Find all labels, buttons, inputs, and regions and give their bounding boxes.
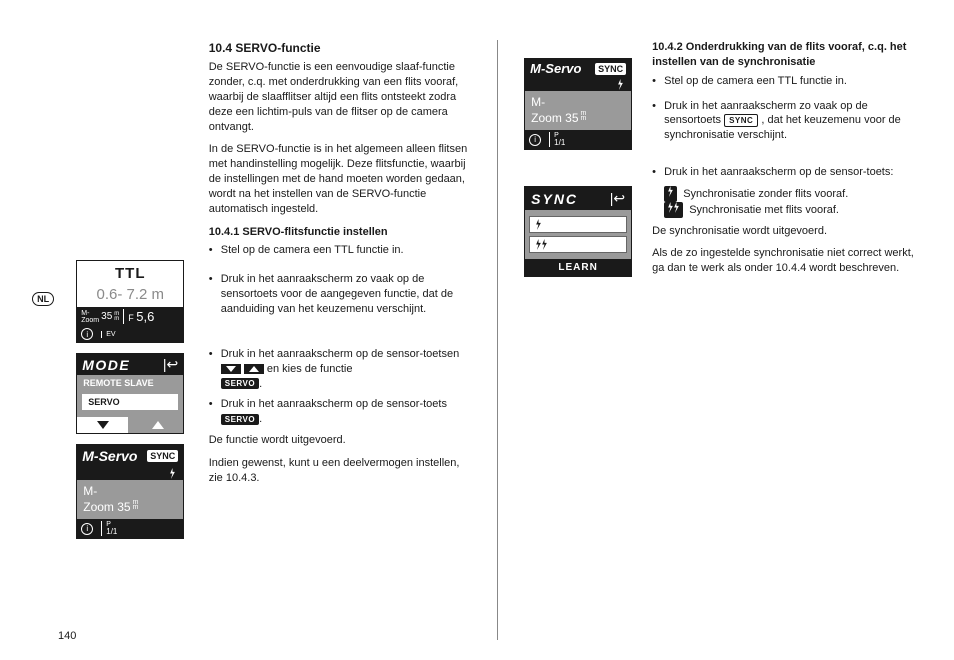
ttl-info-bar: M- Zoom 35 m m F 5,6 — [77, 307, 183, 326]
mservo-bolt-row — [525, 78, 631, 91]
up-arrow-icon — [244, 364, 264, 374]
lcd-display-mservo-right: M-Servo SYNC M- Zoom 35m m i P1/1 — [524, 58, 632, 150]
ttl-title: TTL — [77, 261, 183, 284]
section-heading: 10.4 SERVO-functie — [209, 40, 471, 56]
language-badge: NL — [32, 292, 54, 306]
sync-opt-single — [529, 216, 627, 233]
servo-label-icon: SERVO — [221, 414, 259, 426]
arrow-up-btn — [132, 417, 183, 433]
bolt-single-icon — [664, 186, 677, 202]
bullet: •Druk in het aanraakscherm zo vaak op de… — [652, 99, 924, 144]
mode-opt-remote: REMOTE SLAVE — [77, 375, 183, 391]
sync-opt-double — [529, 236, 627, 253]
sync-label-icon: SYNC — [724, 114, 758, 128]
para: De SERVO-functie is een eenvoudige slaaf… — [209, 60, 471, 134]
lcd-display-mservo-left: M-Servo SYNC M- Zoom 35m m i P1/1 — [76, 444, 184, 539]
ttl-bottom-bar: i EV — [77, 326, 183, 342]
lcd-display-mode: MODE |↩ REMOTE SLAVE SERVO — [76, 353, 184, 434]
ttl-range: 0.6- 7.2 m — [77, 284, 183, 307]
para: De synchronisatie wordt uitgevoerd. — [652, 224, 924, 239]
sync-title-row: SYNC |↩ — [525, 187, 631, 210]
back-icon: |↩ — [610, 190, 625, 207]
mode-opt-servo: SERVO — [81, 393, 179, 411]
para: Als de zo ingestelde synchronisatie niet… — [652, 246, 924, 276]
bullet: •Druk in het aanraakscherm op de sensor-… — [209, 397, 471, 427]
sync-options — [525, 210, 631, 259]
arrow-row — [77, 417, 183, 433]
bullet: •Druk in het aanraakscherm zo vaak op de… — [209, 272, 471, 317]
sync-options-list: Synchronisatie zonder flits vooraf. Sync… — [652, 186, 924, 218]
para: Indien gewenst, kunt u een deelvermogen … — [209, 456, 471, 486]
mode-title-row: MODE |↩ — [77, 354, 183, 375]
page-number: 140 — [58, 630, 76, 642]
back-icon: |↩ — [163, 356, 178, 373]
bullet: •Druk in het aanraakscherm op de sensor-… — [652, 165, 924, 180]
subsection-heading: 10.4.1 SERVO-flitsfunctie instellen — [209, 225, 471, 240]
mservo-body: M- Zoom 35m m — [525, 91, 631, 130]
bolt-double-icon — [664, 202, 683, 218]
servo-label-icon: SERVO — [221, 378, 259, 390]
sync-chip: SYNC — [595, 63, 626, 75]
mservo-bottom-bar: i P1/1 — [77, 519, 183, 538]
sync-learn-btn: LEARN — [525, 259, 631, 276]
subsection-heading: 10.4.2 Onderdrukking van de flits vooraf… — [652, 40, 924, 70]
column-divider — [497, 40, 498, 640]
mservo-body: M- Zoom 35m m — [77, 480, 183, 519]
bullet: •Druk in het aanraakscherm op de sensor-… — [209, 347, 471, 392]
bullet: •Stel op de camera een TTL functie in. — [209, 243, 471, 258]
sync-chip: SYNC — [147, 450, 178, 462]
mservo-title-row: M-Servo SYNC — [525, 59, 631, 78]
mservo-bottom-bar: i P1/1 — [525, 130, 631, 149]
mservo-bolt-row — [77, 467, 183, 480]
para: In de SERVO-functie is in het algemeen a… — [209, 142, 471, 216]
lcd-display-ttl: TTL 0.6- 7.2 m M- Zoom 35 m m F 5,6 i EV — [76, 260, 184, 343]
down-arrow-icon — [221, 364, 241, 374]
info-icon: i — [81, 328, 93, 340]
bullet: •Stel op de camera een TTL functie in. — [652, 74, 924, 89]
info-icon: i — [529, 134, 541, 146]
info-icon: i — [81, 523, 93, 535]
lcd-display-sync: SYNC |↩ LEARN — [524, 186, 632, 277]
mservo-title-row: M-Servo SYNC — [77, 445, 183, 467]
para: De functie wordt uitgevoerd. — [209, 433, 471, 448]
arrow-down-btn — [77, 417, 128, 433]
